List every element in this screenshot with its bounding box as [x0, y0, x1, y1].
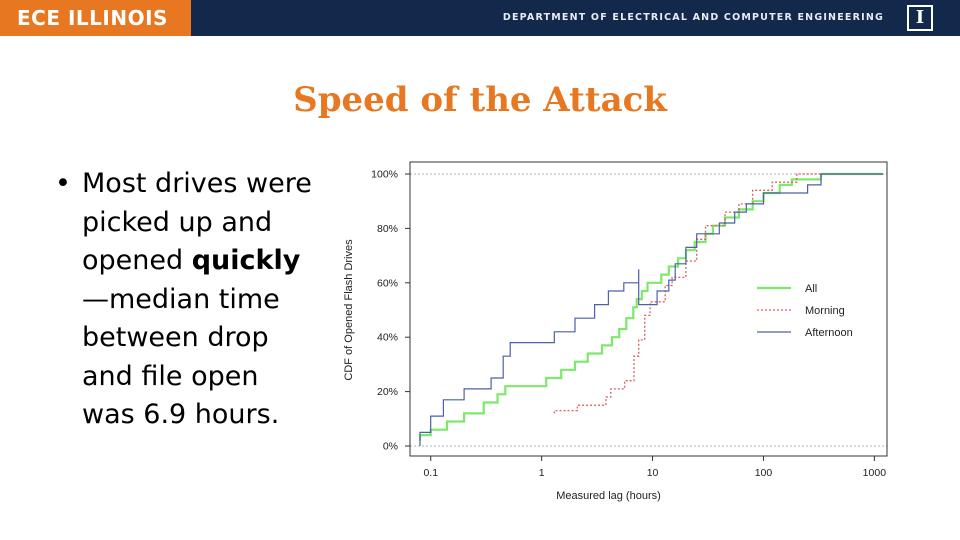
bullet-line-text: opened — [82, 245, 192, 276]
header-bar: ECE ILLINOIS DEPARTMENT OF ELECTRICAL AN… — [0, 0, 960, 36]
y-tick-label: 100% — [371, 169, 398, 181]
legend-label-morning: Morning — [805, 305, 845, 317]
slide-title: Speed of the Attack — [293, 80, 667, 120]
x-tick-label: 1000 — [863, 467, 887, 479]
bullet-marker: • — [55, 168, 71, 199]
bullet-emphasis: quickly — [191, 245, 301, 276]
bullet-text: Most drives were picked up and opened qu… — [82, 165, 312, 435]
bullet-line: picked up and — [82, 206, 273, 238]
bullet-line: between drop — [82, 322, 269, 353]
department-name: DEPARTMENT OF ELECTRICAL AND COMPUTER EN… — [502, 12, 884, 23]
logo-block[interactable]: ECE ILLINOIS — [0, 0, 191, 36]
bullet-line: and file open — [82, 360, 259, 392]
y-tick-label: 40% — [377, 332, 398, 344]
x-tick-label: 0.1 — [423, 467, 438, 479]
logo-text: ECE ILLINOIS — [17, 6, 168, 30]
y-tick-label: 0% — [383, 441, 398, 453]
series-line-afternoon — [419, 173, 884, 446]
y-tick-label: 80% — [377, 223, 398, 235]
cdf-chart: 0% 20% 40% 60% 80% 100% 0.1 1 10 100 1000 Measured … — [343, 161, 888, 502]
bullet-line: was 6.9 hours. — [82, 399, 280, 430]
bullet-line: opened quickly — [82, 242, 312, 281]
x-tick-label: 1 — [539, 467, 545, 479]
y-tick-label: 60% — [377, 277, 398, 289]
bullet-line: Most drives were — [82, 168, 312, 199]
y-tick-label: 20% — [377, 386, 398, 398]
series-line-morning — [553, 173, 884, 414]
y-axis-label: CDF of Opened Flash Drives — [343, 239, 355, 381]
legend-label-afternoon: Afternoon — [805, 327, 853, 339]
bullet-line: —median time — [82, 283, 280, 315]
plot-frame — [409, 161, 888, 457]
block-i-logo-icon: I — [907, 5, 933, 31]
x-tick-label: 10 — [647, 467, 659, 479]
x-tick-label: 100 — [755, 467, 773, 479]
x-axis-label: Measured lag (hours) — [556, 490, 661, 502]
legend-label-all: All — [805, 283, 817, 295]
